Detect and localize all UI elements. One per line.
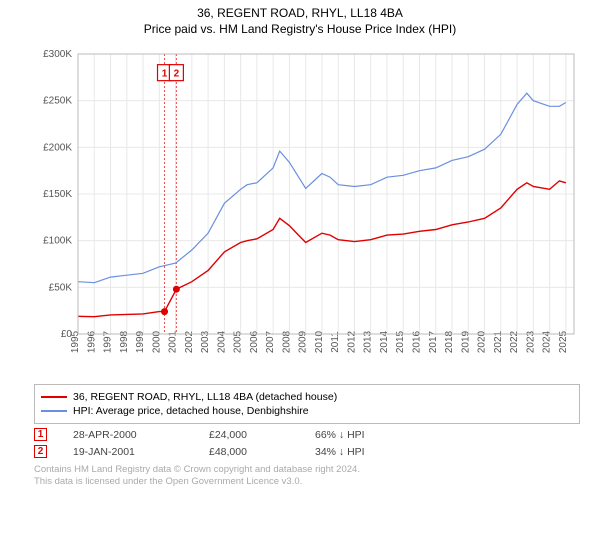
transaction-delta: 66% ↓ HPI <box>315 429 365 441</box>
legend-label: 36, REGENT ROAD, RHYL, LL18 4BA (detache… <box>73 391 337 403</box>
legend-item: 36, REGENT ROAD, RHYL, LL18 4BA (detache… <box>41 391 573 403</box>
transaction-row: 1 28-APR-2000 £24,000 66% ↓ HPI <box>34 428 580 441</box>
line-chart-svg: £0£50K£100K£150K£200K£250K£300K199519961… <box>34 48 580 378</box>
svg-text:2: 2 <box>174 69 180 80</box>
transaction-price: £24,000 <box>209 429 289 441</box>
legend-item: HPI: Average price, detached house, Denb… <box>41 405 573 417</box>
credit-line-2: This data is licensed under the Open Gov… <box>34 476 580 488</box>
transaction-table: 1 28-APR-2000 £24,000 66% ↓ HPI 2 19-JAN-2001… <box>34 428 580 458</box>
credit-line-1: Contains HM Land Registry data © Crown c… <box>34 464 580 476</box>
transaction-date: 28-APR-2000 <box>73 429 183 441</box>
transaction-marker: 1 <box>34 428 47 441</box>
legend-swatch <box>41 410 67 412</box>
transaction-delta: 34% ↓ HPI <box>315 446 365 458</box>
legend-label: HPI: Average price, detached house, Denb… <box>73 405 309 417</box>
legend-box: 36, REGENT ROAD, RHYL, LL18 4BA (detache… <box>34 384 580 424</box>
transaction-price: £48,000 <box>209 446 289 458</box>
chart-area: £0£50K£100K£150K£200K£250K£300K199519961… <box>34 48 580 378</box>
title-block: 36, REGENT ROAD, RHYL, LL18 4BA Price pa… <box>0 0 600 40</box>
svg-text:£50K: £50K <box>49 282 73 293</box>
svg-text:1: 1 <box>162 69 168 80</box>
svg-text:£150K: £150K <box>43 189 72 200</box>
credit-text: Contains HM Land Registry data © Crown c… <box>34 464 580 488</box>
chart-title-address: 36, REGENT ROAD, RHYL, LL18 4BA <box>0 6 600 20</box>
chart-title-desc: Price paid vs. HM Land Registry's House … <box>0 22 600 36</box>
transaction-date: 19-JAN-2001 <box>73 446 183 458</box>
svg-text:£100K: £100K <box>43 236 72 247</box>
svg-text:£250K: £250K <box>43 96 72 107</box>
transaction-marker: 2 <box>34 445 47 458</box>
transaction-row: 2 19-JAN-2001 £48,000 34% ↓ HPI <box>34 445 580 458</box>
svg-text:£300K: £300K <box>43 49 72 60</box>
legend-swatch <box>41 396 67 398</box>
svg-text:£200K: £200K <box>43 142 72 153</box>
